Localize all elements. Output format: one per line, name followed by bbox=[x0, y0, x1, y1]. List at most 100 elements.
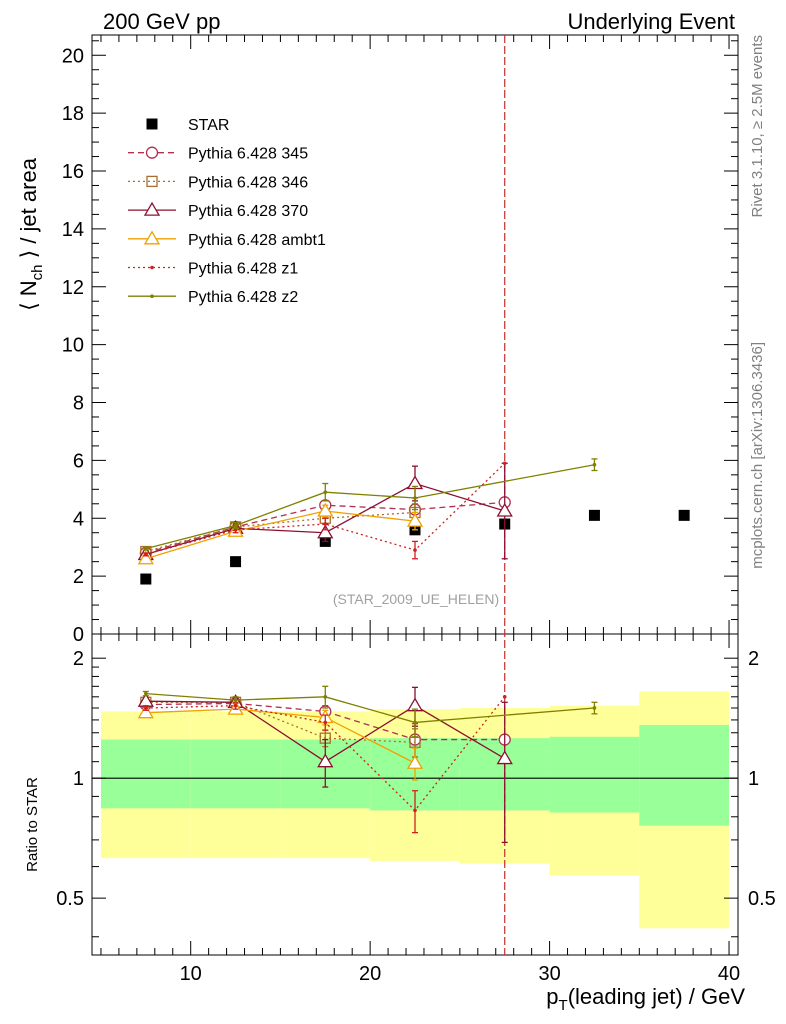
band-green-1 bbox=[190, 739, 281, 809]
data-point bbox=[137, 704, 154, 719]
data-point bbox=[406, 512, 424, 527]
legend-marker bbox=[146, 118, 158, 130]
data-point bbox=[233, 523, 238, 528]
y-tick-label: 12 bbox=[62, 277, 84, 299]
y-tick-label: 14 bbox=[62, 219, 84, 241]
data-point bbox=[406, 754, 424, 769]
data-point bbox=[323, 720, 328, 725]
data-point bbox=[233, 703, 238, 708]
watermark-label: (STAR_2009_UE_HELEN) bbox=[333, 591, 499, 607]
legend-entry-1: Pythia 6.428 345 bbox=[128, 146, 308, 163]
band-green-6 bbox=[639, 724, 730, 826]
x-axis-label: pT(leading jet) / GeV bbox=[546, 984, 745, 1014]
data-point bbox=[588, 509, 600, 521]
header-left-title: 200 GeV pp bbox=[103, 9, 220, 34]
legend-marker bbox=[146, 175, 158, 188]
series-line bbox=[145, 702, 505, 741]
data-point bbox=[317, 524, 334, 539]
band-green-5 bbox=[549, 736, 640, 813]
y-tick-label: 2 bbox=[73, 566, 84, 588]
data-point bbox=[413, 548, 417, 552]
y-axis-label: ⟨ Nch ⟩ / jet area bbox=[16, 157, 46, 311]
data-point bbox=[496, 502, 513, 517]
data-point bbox=[323, 522, 328, 526]
legend-label: STAR bbox=[188, 117, 229, 134]
series-main-5 bbox=[142, 461, 507, 560]
legend-entry-4: Pythia 6.428 ambt1 bbox=[128, 230, 326, 249]
legend-marker bbox=[143, 230, 161, 245]
data-point bbox=[144, 546, 148, 551]
ratio-y-tick-label-right: 1 bbox=[748, 768, 759, 790]
y-tick-label: 16 bbox=[62, 161, 84, 183]
band-green-0 bbox=[100, 739, 191, 809]
main-panel: 0 2 4 6 8 10 12 14 16 18 20 ⟨ Nch ⟩ / jet area bbox=[16, 34, 739, 646]
data-point bbox=[678, 509, 690, 521]
legend-marker bbox=[150, 265, 154, 270]
side-label-top: Rivet 3.1.10, ≥ 2.5M events bbox=[749, 35, 766, 218]
data-point bbox=[144, 552, 148, 557]
ratio-y-tick-label-right: 0.5 bbox=[748, 888, 776, 910]
header-right-title: Underlying Event bbox=[567, 9, 735, 34]
data-point bbox=[413, 720, 417, 725]
y-tick-label: 0 bbox=[73, 624, 84, 646]
data-point bbox=[413, 808, 417, 813]
legend-entry-3: Pythia 6.428 370 bbox=[128, 201, 308, 220]
data-point bbox=[140, 573, 152, 585]
legend: STAR Pythia 6.428 345 Pythia 6.428 346 Pyth… bbox=[128, 117, 326, 306]
legend-label: Pythia 6.428 z2 bbox=[188, 289, 298, 306]
data-point bbox=[502, 695, 507, 699]
ratio-y-tick-label: 2 bbox=[73, 648, 84, 670]
data-point bbox=[317, 502, 334, 517]
y-tick-label: 8 bbox=[73, 393, 84, 415]
y-tick-label: 4 bbox=[73, 508, 84, 530]
data-point bbox=[233, 698, 238, 702]
ratio-y-tick-label: 0.5 bbox=[56, 888, 84, 910]
y-tick-label: 18 bbox=[62, 103, 84, 125]
data-point bbox=[323, 490, 328, 495]
series-main-4 bbox=[137, 502, 424, 565]
ratio-y-tick-label-right: 2 bbox=[748, 648, 759, 670]
series-ratio-4 bbox=[142, 695, 507, 834]
legend-entry-2: Pythia 6.428 346 bbox=[128, 174, 308, 191]
data-point bbox=[230, 556, 242, 568]
y-tick-label: 20 bbox=[62, 45, 84, 67]
legend-entry-6: Pythia 6.428 z2 bbox=[128, 289, 298, 306]
data-point bbox=[317, 753, 334, 768]
legend-marker bbox=[145, 146, 159, 159]
series-line bbox=[145, 511, 416, 553]
series-line bbox=[145, 464, 595, 550]
x-tick-label: 20 bbox=[359, 963, 381, 985]
data-point bbox=[592, 706, 597, 710]
series-main-6 bbox=[142, 458, 598, 551]
side-label-bottom: mcplots.cern.ch [arXiv:1306.3436] bbox=[749, 342, 766, 569]
data-point bbox=[413, 496, 417, 500]
data-point bbox=[144, 691, 148, 696]
legend-marker bbox=[143, 201, 161, 216]
ratio-panel: 10 20 30 40 0.5 0.5 1 1 2 2 Ratio to STAR pT(leadin… bbox=[24, 633, 776, 1014]
ratio-y-axis-label: Ratio to STAR bbox=[24, 777, 41, 872]
legend-label: Pythia 6.428 345 bbox=[188, 146, 308, 163]
x-tick-label: 40 bbox=[718, 963, 740, 985]
ratio-frame bbox=[91, 633, 739, 956]
series-line bbox=[145, 510, 416, 560]
x-tick-label: 30 bbox=[538, 963, 560, 985]
data-point bbox=[137, 550, 154, 565]
legend-entry-0: STAR bbox=[146, 117, 229, 134]
data-point bbox=[144, 706, 148, 710]
data-point bbox=[496, 750, 513, 765]
data-point bbox=[502, 461, 507, 466]
legend-entry-5: Pythia 6.428 z1 bbox=[128, 261, 298, 278]
series-layer bbox=[137, 35, 690, 955]
y-tick-label: 6 bbox=[73, 450, 84, 472]
series-ratio-5 bbox=[142, 685, 598, 738]
legend-label: Pythia 6.428 370 bbox=[188, 203, 308, 220]
x-tick-label: 10 bbox=[180, 963, 202, 985]
legend-label: Pythia 6.428 ambt1 bbox=[188, 232, 326, 249]
series-line bbox=[145, 708, 416, 764]
data-point bbox=[592, 462, 597, 467]
legend-marker bbox=[150, 294, 154, 299]
legend-label: Pythia 6.428 346 bbox=[188, 174, 308, 191]
legend-label: Pythia 6.428 z1 bbox=[188, 261, 298, 278]
ratio-y-tick-label: 1 bbox=[73, 768, 84, 790]
